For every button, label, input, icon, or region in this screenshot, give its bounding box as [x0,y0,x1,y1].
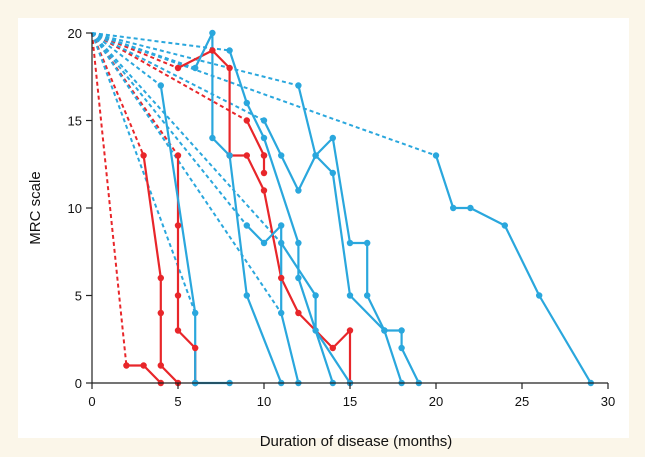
data-point-10-8 [364,292,371,299]
data-point-4-8 [295,309,302,317]
data-point-5-4 [260,152,268,159]
onset-dashed-line-6 [91,32,162,87]
data-point-1-1 [123,362,130,369]
x-tick-label-20: 20 [429,394,443,409]
data-point-11-1 [295,82,302,89]
data-point-7-5 [243,292,250,299]
y-tick-label-15: 15 [68,114,82,129]
data-point-5-1 [243,117,250,124]
data-point-3-2 [174,222,182,229]
data-point-10-5 [329,134,336,142]
x-tick-label-15: 15 [343,394,357,409]
data-point-10-3 [295,187,302,194]
y-axis-title: MRC scale [27,171,44,244]
onset-dashed-line-15 [91,32,283,314]
onset-dashed-line-9 [91,32,230,52]
data-point-8-4 [295,239,302,247]
data-point-13-2 [450,204,457,212]
data-point-8-1 [226,47,233,54]
onset-dashed-line-12 [91,32,282,244]
data-point-4-5 [243,152,250,159]
data-point-1-2 [140,362,147,369]
x-tick-label-30: 30 [601,394,615,409]
data-point-3-1 [174,152,182,159]
data-point-5-3 [260,169,268,177]
data-point-10-10 [398,327,405,334]
data-point-11-3 [329,169,336,177]
data-point-3-3 [174,292,182,299]
data-point-11-5 [381,327,388,334]
data-point-12-1 [278,239,285,247]
x-tick-label-25: 25 [515,394,529,409]
x-ticks: 0 5 10 15 20 25 30 [88,383,615,409]
series-line-11 [297,85,403,384]
y-tick-label-0: 0 [75,376,82,391]
y-tick-label-5: 5 [75,289,82,304]
data-point-13-5 [536,292,543,299]
onset-dashed-line-5 [91,32,248,122]
data-point-8-5 [295,274,302,282]
data-point-11-4 [346,292,354,299]
data-point-2-3 [157,309,164,317]
data-point-8-3 [260,134,268,142]
data-point-4-9 [329,344,336,352]
data-point-13-4 [501,222,508,229]
data-point-7-2 [209,29,216,37]
data-point-7-4 [226,152,233,159]
data-point-10-1 [260,117,268,124]
data-point-4-1 [174,64,182,72]
data-point-10-2 [278,152,285,159]
series-line-7 [194,31,283,384]
onset-dashed-line-14 [91,32,437,157]
data-point-2-2 [157,274,164,282]
data-point-7-1 [192,64,199,72]
data-point-3-5 [192,344,199,352]
y-tick-label-20: 20 [68,26,82,41]
y-ticks: 0 5 10 15 20 [68,26,92,391]
data-point-9-2 [260,239,268,247]
x-tick-label-0: 0 [88,394,95,409]
data-point-13-1 [432,152,440,159]
series-line-12 [280,242,351,384]
series-line-13 [434,155,592,384]
data-point-7-3 [209,134,216,142]
onset-dashed-line-10 [91,32,248,227]
data-point-4-6 [260,187,268,194]
data-point-9-3 [278,222,285,229]
data-point-10-11 [398,344,405,352]
x-axis-title: Duration of disease (months) [260,433,453,450]
data-point-6-1 [157,82,164,89]
data-point-13-3 [467,204,474,212]
data-point-9-1 [243,222,250,229]
data-point-10-7 [364,239,371,247]
data-point-8-2 [243,99,250,107]
x-tick-label-10: 10 [257,394,271,409]
data-point-4-3 [226,64,233,72]
series-points [123,29,594,387]
data-point-12-2 [312,292,319,299]
data-point-10-6 [346,239,354,247]
x-tick-label-5: 5 [174,394,181,409]
y-tick-label-10: 10 [68,201,82,216]
data-point-4-7 [278,274,285,282]
data-point-6-2 [192,309,199,317]
onset-dashed-lines [91,32,437,366]
plot-panel [18,18,629,438]
series-line-5 [245,120,266,175]
data-point-4-10 [346,327,354,334]
data-point-2-1 [140,152,147,159]
data-point-2-4 [157,362,164,369]
series-line-8 [228,50,334,384]
data-point-4-2 [209,47,216,54]
onset-dashed-line-2 [91,32,145,156]
data-point-12-3 [312,327,319,334]
data-point-9-4 [278,309,285,317]
data-point-11-2 [312,152,319,159]
data-point-3-4 [174,327,182,334]
